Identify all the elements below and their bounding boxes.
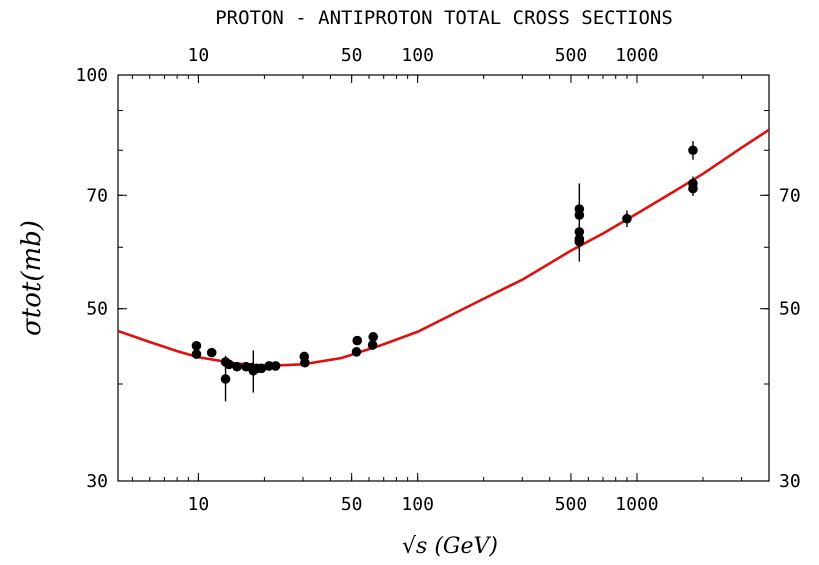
x-tick-label-top: 500 (555, 45, 588, 66)
y-tick-label-right: 70 (779, 185, 801, 206)
data-point (264, 361, 274, 371)
data-point (270, 361, 281, 371)
data-point (206, 347, 217, 358)
x-tick-label-top: 1000 (615, 45, 658, 66)
plot-frame (117, 74, 770, 482)
y-axis-label: σtot(mb) (17, 220, 47, 336)
data-point (368, 332, 379, 342)
data-point (688, 145, 698, 156)
x-axis-label: √s (GeV) (402, 534, 498, 559)
data-point (220, 374, 231, 384)
data-point (224, 359, 234, 370)
fit-curve (117, 128, 770, 368)
y-tick-label-right: 50 (779, 299, 801, 320)
x-tick-label: 50 (341, 494, 363, 515)
data-point (300, 357, 310, 368)
y-tick-label: 70 (86, 185, 108, 206)
data-point (351, 347, 362, 357)
x-tick-label-top: 10 (188, 45, 210, 66)
bottom-axis: 10 50 100 500 1000 (131, 473, 770, 515)
data-point (574, 236, 585, 247)
data-point (352, 335, 363, 346)
y-tick-label: 100 (75, 65, 108, 86)
x-tick-label: 1000 (615, 494, 658, 515)
x-tick-label: 10 (188, 494, 210, 515)
chart-title: PROTON - ANTIPROTON TOTAL CROSS SECTIONS (215, 7, 673, 29)
data-point (191, 349, 202, 359)
x-tick-label: 100 (401, 494, 434, 515)
fit-curve-layer (117, 128, 770, 368)
data-point (688, 183, 698, 194)
data-point (367, 340, 378, 350)
left-axis: 30 50 70 100 (75, 65, 127, 492)
top-axis: 10 50 100 500 1000 (131, 45, 770, 83)
x-tick-label: 500 (555, 494, 588, 515)
right-axis: 30 50 70 (760, 110, 801, 492)
data-points-layer (191, 141, 698, 402)
data-point (622, 213, 632, 224)
y-tick-label: 50 (86, 299, 108, 320)
y-tick-label-right: 30 (779, 471, 801, 492)
data-point (256, 363, 267, 374)
data-point (574, 204, 585, 214)
x-tick-label-top: 50 (341, 45, 363, 66)
x-tick-label-top: 100 (401, 45, 434, 66)
data-point (191, 340, 202, 351)
y-tick-label: 30 (86, 471, 108, 492)
data-point (232, 361, 242, 372)
